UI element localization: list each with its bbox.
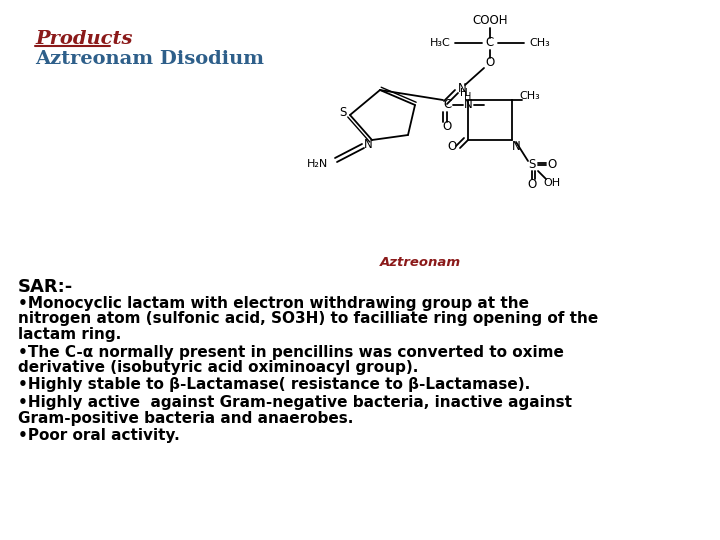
Text: S: S (339, 105, 347, 118)
Text: •Highly active  against Gram-negative bacteria, inactive against: •Highly active against Gram-negative bac… (18, 395, 572, 410)
Text: CH₃: CH₃ (520, 91, 541, 101)
Text: Gram-positive bacteria and anaerobes.: Gram-positive bacteria and anaerobes. (18, 410, 354, 426)
Text: CH₃: CH₃ (530, 38, 550, 48)
Text: SAR:-: SAR:- (18, 278, 73, 296)
Text: H: H (460, 88, 468, 98)
Text: O: O (547, 159, 557, 172)
Text: N: N (512, 139, 521, 152)
Text: COOH: COOH (472, 14, 508, 26)
Text: •The C-α normally present in pencillins was converted to oxime: •The C-α normally present in pencillins … (18, 345, 564, 360)
Text: derivative (isobutyric acid oximinoacyl group).: derivative (isobutyric acid oximinoacyl … (18, 360, 418, 375)
Text: Aztreonam: Aztreonam (379, 255, 461, 268)
Text: C: C (443, 98, 451, 111)
Text: nitrogen atom (sulfonic acid, SO3H) to facilliate ring opening of the: nitrogen atom (sulfonic acid, SO3H) to f… (18, 312, 598, 327)
Text: N: N (458, 82, 467, 94)
Text: Products: Products (35, 30, 132, 48)
Text: S: S (528, 159, 536, 172)
Text: O: O (442, 120, 451, 133)
Text: O: O (447, 139, 456, 152)
Text: O: O (485, 56, 495, 69)
Text: O: O (527, 179, 536, 192)
Text: H₃C: H₃C (430, 38, 451, 48)
Text: •Highly stable to β-Lactamase( resistance to β-Lactamase).: •Highly stable to β-Lactamase( resistanc… (18, 377, 530, 393)
Text: C: C (486, 37, 494, 50)
Text: N: N (364, 138, 372, 151)
Text: OH: OH (544, 178, 561, 188)
Text: •Monocyclic lactam with electron withdrawing group at the: •Monocyclic lactam with electron withdra… (18, 296, 529, 311)
Text: lactam ring.: lactam ring. (18, 327, 121, 342)
Text: Aztreonam Disodium: Aztreonam Disodium (35, 50, 264, 68)
Text: •Poor oral activity.: •Poor oral activity. (18, 428, 180, 443)
Text: H: H (464, 92, 472, 102)
Text: N: N (464, 98, 472, 111)
Text: H₂N: H₂N (307, 159, 328, 169)
